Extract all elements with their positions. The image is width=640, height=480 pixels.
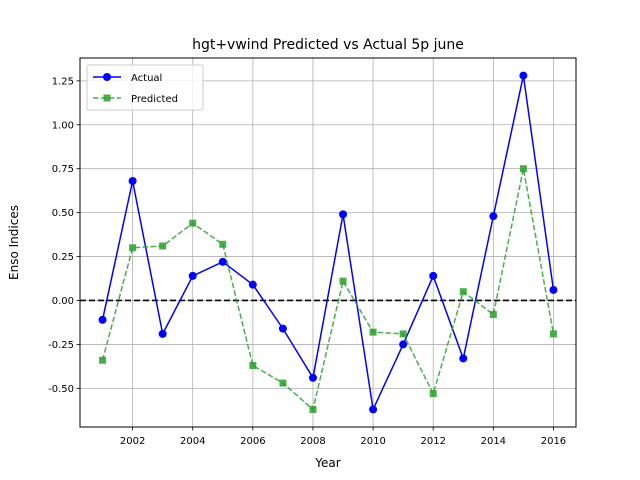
series-actual [98,71,558,414]
actual-point [278,324,287,333]
series-layer [98,71,558,414]
legend-label: Predicted [131,94,178,105]
actual-point [218,257,227,266]
predicted-point [489,311,497,319]
y-tick-label: 1.25 [52,76,74,87]
chart-title: hgt+vwind Predicted vs Actual 5p june [192,37,464,53]
y-tick-label: -0.25 [48,340,74,351]
actual-point [549,285,558,294]
actual-point [98,315,107,324]
predicted-point [339,277,347,285]
actual-point [519,71,528,80]
axis-ticks: 2002 2004 2006 2008 2010 2012 2014 2016 -0.50 -0.… [48,76,566,447]
legend-label: Actual [131,73,162,84]
x-tick-label: 2010 [360,436,385,447]
y-tick-label: -0.50 [48,384,74,395]
x-tick-label: 2006 [240,436,265,447]
predicted-point [459,288,467,296]
predicted-point [249,362,257,369]
predicted-point [369,328,377,336]
legend-item-actual: Actual [93,73,162,84]
actual-point [339,210,348,219]
legend: Actual Predicted [86,64,204,111]
predicted-point [99,356,107,364]
actual-point [429,271,438,280]
x-tick-label: 2004 [180,436,205,447]
x-tick-label: 2016 [541,436,566,447]
x-tick-label: 2014 [481,436,506,447]
actual-point [128,177,137,185]
series-predicted [99,165,557,413]
actual-point [158,329,167,338]
x-axis-label: Year [314,456,340,470]
y-tick-label: 1.00 [52,120,74,131]
predicted-point [519,165,527,173]
legend-item-predicted: Predicted [93,94,178,105]
predicted-point [399,330,407,338]
actual-point [188,271,197,280]
x-tick-label: 2002 [120,436,145,447]
predicted-point [429,390,437,398]
predicted-point [309,405,317,413]
y-tick-label: 0.00 [52,296,74,307]
plot-frame [79,57,577,428]
actual-point [459,354,468,363]
y-tick-label: 0.75 [52,164,74,175]
predicted-point [549,330,557,338]
predicted-point [189,219,197,227]
actual-point [308,373,317,382]
legend-swatch-marker [103,73,111,81]
actual-line [101,75,555,413]
actual-point [489,212,498,221]
predicted-point [279,379,287,387]
actual-point [399,340,408,349]
actual-point [248,280,257,289]
predicted-point [219,240,227,248]
predicted-point [159,242,167,250]
predicted-point [129,244,137,252]
actual-point [369,405,378,414]
y-tick-label: 0.50 [52,208,74,219]
x-tick-label: 2008 [300,436,325,447]
predicted-line [101,168,555,411]
legend-swatch-marker [103,94,111,102]
x-tick-label: 2012 [420,436,445,447]
y-axis-label: Enso Indices [7,205,21,280]
y-tick-label: 0.25 [52,252,74,263]
